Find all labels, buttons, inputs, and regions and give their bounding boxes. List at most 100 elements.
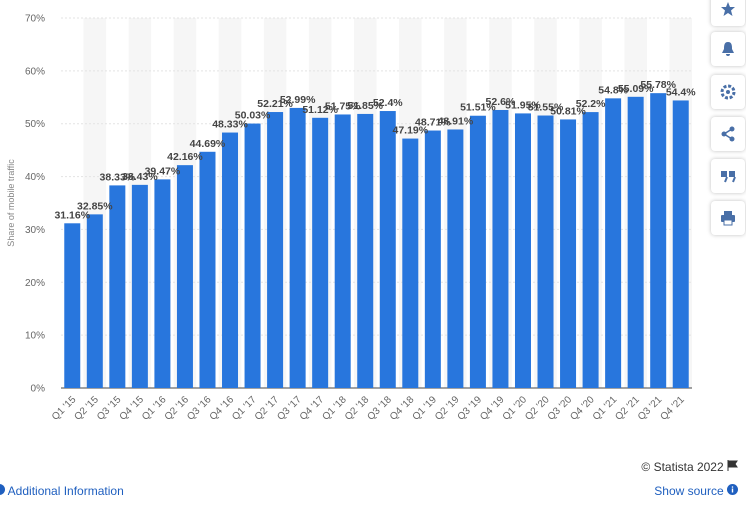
y-tick-label: 40% [25, 172, 45, 183]
bar [379, 111, 396, 389]
icon [721, 211, 735, 226]
bar [650, 93, 667, 389]
x-tick-label: Q3 '18 [365, 394, 394, 423]
icon [721, 171, 736, 183]
x-tick-label: Q4 '18 [388, 394, 417, 423]
credit-text: © Statista 2022 [641, 460, 724, 474]
bar [131, 184, 148, 388]
x-tick-label: Q3 '20 [546, 394, 575, 423]
show-source-text: Show source [654, 484, 724, 498]
bar [537, 115, 554, 389]
x-tick-label: Q3 '19 [456, 394, 485, 423]
bar [560, 119, 577, 388]
bar [289, 107, 306, 388]
bar [424, 130, 441, 389]
x-tick-label: Q4 '21 [658, 394, 687, 423]
x-tick-label: Q1 '17 [230, 394, 259, 423]
x-tick-label: Q3 '16 [185, 394, 214, 423]
y-tick-label: 70% [25, 14, 45, 25]
icon [720, 84, 736, 100]
bar [267, 112, 284, 388]
value-label: 50.03% [235, 110, 271, 122]
value-label: 55.78% [640, 79, 676, 91]
bar [334, 114, 351, 388]
icon [721, 126, 735, 142]
x-tick-label: Q1 '20 [501, 394, 530, 423]
x-tick-label: Q2 '19 [433, 394, 462, 423]
flag-icon [727, 460, 738, 471]
y-tick-label: 30% [25, 225, 45, 236]
bar [109, 185, 126, 388]
bar [627, 96, 644, 388]
value-label: 51.75% [325, 100, 361, 112]
share-button[interactable] [711, 117, 745, 151]
value-label: 48.91% [438, 115, 474, 127]
x-tick-label: Q1 '21 [591, 394, 620, 423]
x-tick-label: Q4 '20 [568, 394, 597, 423]
x-tick-label: Q2 '17 [253, 394, 282, 423]
notification-button[interactable] [711, 32, 745, 66]
value-label: 44.69% [190, 138, 226, 150]
additional-info-link[interactable]: Additional Information [0, 484, 124, 498]
value-label: 50.81% [550, 105, 586, 117]
show-source-link[interactable]: Show source [654, 484, 738, 498]
x-tick-label: Q3 '21 [636, 394, 665, 423]
bar [199, 151, 216, 388]
value-label: 54.4% [666, 86, 696, 98]
bar [469, 115, 486, 389]
chart: Share of mobile traffic 0% 10% 20% 30% 40% 50… [6, 14, 696, 423]
additional-info-text: Additional Information [7, 484, 124, 498]
x-tick-label: Q1 '18 [320, 394, 349, 423]
value-label: 51.55% [528, 102, 564, 114]
icon [722, 42, 734, 56]
value-label: 31.16% [54, 209, 90, 221]
bar [514, 113, 531, 389]
bar [402, 138, 419, 388]
bar [64, 223, 81, 388]
bar [672, 100, 689, 388]
value-label: 54.8% [598, 84, 628, 96]
y-tick-label: 60% [25, 66, 45, 77]
favorite-button[interactable] [711, 0, 745, 26]
x-tick-label: Q2 '16 [163, 394, 192, 423]
x-tick-label: Q2 '18 [343, 394, 372, 423]
bar [222, 132, 239, 388]
value-label: 52.2% [576, 98, 606, 110]
y-tick-label: 0% [31, 384, 46, 395]
value-label: 38.43% [122, 171, 158, 183]
y-tick-label: 20% [25, 278, 45, 289]
value-label: 42.16% [167, 151, 203, 163]
x-tick-label: Q3 '15 [95, 394, 124, 423]
value-label: 48.33% [212, 119, 248, 131]
bar [86, 214, 103, 388]
x-tick-label: Q2 '15 [73, 394, 102, 423]
info-icon [0, 484, 5, 495]
settings-button[interactable] [711, 75, 745, 109]
x-tick-label: Q2 '20 [523, 394, 552, 423]
value-label: 47.19% [392, 125, 428, 137]
y-tick-label: 50% [25, 119, 45, 130]
cite-button[interactable] [711, 159, 745, 193]
value-label: 32.85% [77, 200, 113, 212]
y-axis-label: Share of mobile traffic [6, 159, 16, 247]
x-tick-label: Q1 '16 [140, 394, 169, 423]
print-button[interactable] [711, 201, 745, 235]
bar [176, 165, 193, 388]
value-label: 55.09% [618, 83, 654, 95]
value-label: 51.12% [302, 104, 338, 116]
value-label: 51.95% [505, 99, 541, 111]
x-tick-label: Q3 '17 [275, 394, 304, 423]
credit: © Statista 2022 [641, 460, 738, 474]
x-tick-label: Q4 '15 [118, 394, 147, 423]
x-tick-label: Q4 '19 [478, 394, 507, 423]
value-label: 52.21% [257, 98, 293, 110]
bar [154, 179, 171, 388]
x-tick-label: Q2 '21 [613, 394, 642, 423]
value-label: 38.33% [100, 171, 136, 183]
x-tick-label: Q1 '19 [411, 394, 440, 423]
x-tick-label: Q1 '15 [50, 394, 79, 423]
value-label: 39.47% [145, 165, 181, 177]
value-label: 48.71% [415, 117, 451, 129]
value-label: 52.4% [373, 97, 403, 109]
